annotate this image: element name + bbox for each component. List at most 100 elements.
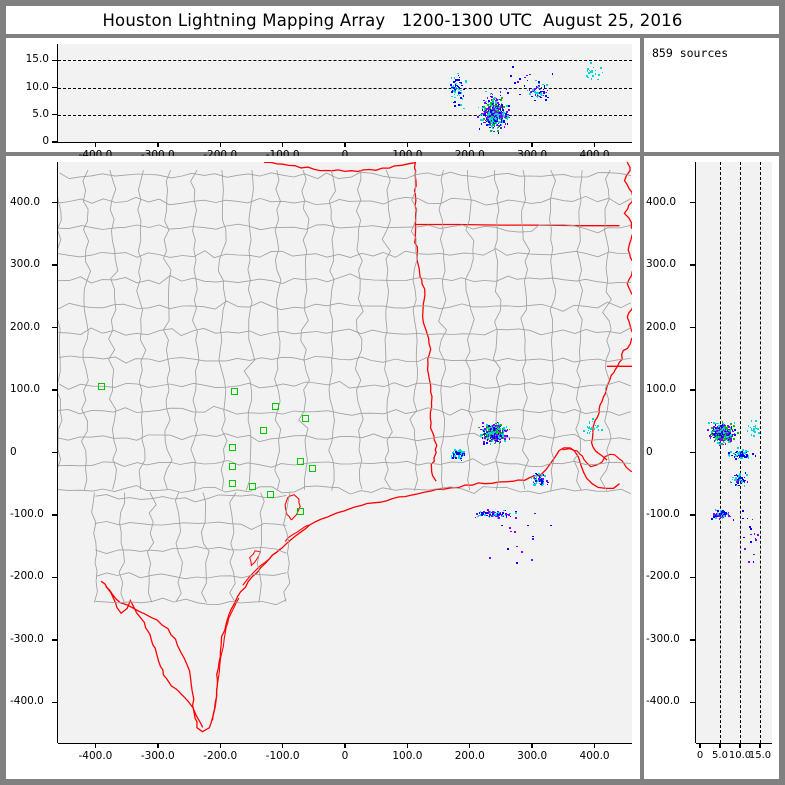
county-border-h — [58, 327, 632, 337]
lmа-source — [458, 79, 460, 81]
lma-source — [484, 429, 487, 431]
lmа-source — [494, 103, 497, 106]
lma-station-marker — [98, 383, 106, 391]
lmа-source — [494, 112, 496, 114]
lmа-source — [457, 85, 460, 88]
lma-source — [719, 514, 721, 517]
source-count-panel: 859 sources — [644, 38, 779, 152]
lma-station-marker — [228, 480, 236, 488]
lma-source — [459, 458, 462, 461]
lma-source — [726, 427, 729, 429]
county-border-v — [136, 169, 147, 490]
lma-source — [492, 424, 495, 426]
lmа-source — [497, 126, 500, 128]
lma-source — [716, 515, 719, 517]
y-tick-label: 200.0 — [646, 320, 677, 333]
lmа-source — [485, 108, 488, 110]
y-tick — [52, 326, 58, 329]
y-tick-label: 10.0 — [25, 80, 49, 93]
lma-source — [725, 428, 728, 430]
lmа-source — [488, 123, 490, 126]
lmа-source — [543, 86, 546, 88]
lma-source — [721, 434, 724, 437]
lma-source — [493, 425, 495, 428]
lma-source — [712, 428, 715, 430]
lmа-source — [484, 119, 487, 122]
lma-source — [497, 431, 499, 433]
x-tick — [281, 142, 284, 147]
lmа-source — [499, 111, 501, 114]
lmа-source — [497, 116, 500, 119]
lma-source — [505, 516, 508, 519]
county-border-h — [58, 405, 631, 416]
lma-source — [539, 475, 542, 478]
lmа-source — [460, 89, 463, 92]
lma-source — [455, 453, 458, 456]
lma-source — [741, 451, 743, 453]
lmа-source — [534, 99, 536, 102]
lma-station-marker — [231, 388, 239, 396]
lmа-source — [483, 117, 485, 120]
lma-source — [460, 452, 462, 455]
lmа-source — [528, 88, 531, 91]
lma-source — [720, 427, 723, 430]
lmа-source — [458, 87, 461, 89]
lma-source — [533, 478, 536, 481]
lmа-source — [508, 105, 510, 107]
lma-source — [490, 436, 493, 439]
county-border-v — [465, 170, 475, 491]
county-border-h — [58, 195, 632, 206]
lma-source — [739, 475, 742, 478]
lma-source — [721, 423, 724, 426]
lma-source — [744, 472, 747, 475]
lmа-source — [489, 114, 492, 117]
lma-source — [754, 424, 757, 427]
lmа-source — [501, 116, 503, 118]
lma-source — [756, 533, 759, 536]
lma-source — [459, 450, 461, 453]
lmа-source — [487, 103, 489, 106]
lmа-source — [502, 113, 504, 116]
lma-source — [496, 437, 499, 440]
lma-source — [508, 513, 511, 515]
lmа-source — [458, 104, 460, 106]
lma-source — [752, 427, 755, 430]
lma-source — [516, 562, 518, 564]
lma-source — [510, 530, 512, 533]
lma-source — [725, 438, 727, 441]
lma-source — [489, 427, 491, 429]
lma-source — [456, 450, 459, 453]
lmа-source — [505, 105, 508, 107]
lma-source — [737, 474, 740, 477]
lma-source — [486, 442, 489, 444]
lma-source — [754, 455, 757, 457]
y-tick-label: -100.0 — [10, 507, 44, 520]
lma-source — [508, 428, 511, 431]
lmа-source — [493, 114, 496, 116]
lma-source — [480, 434, 482, 436]
lma-source — [496, 517, 499, 519]
lma-source — [735, 474, 737, 477]
lmа-source — [491, 99, 494, 101]
lmа-source — [455, 84, 458, 87]
lmа-source — [531, 90, 534, 93]
lma-source — [720, 511, 723, 513]
lmа-source — [493, 125, 496, 127]
lmа-source — [496, 124, 498, 126]
lma-source — [739, 452, 742, 454]
lma-source — [710, 435, 713, 438]
lmа-source — [526, 74, 528, 77]
lma-source — [711, 427, 713, 429]
lma-source — [736, 451, 738, 453]
lma-source — [460, 455, 463, 457]
lmа-source — [486, 108, 489, 110]
lmа-source — [498, 107, 500, 110]
lmа-source — [499, 98, 501, 101]
lmа-source — [484, 121, 486, 124]
lma-source — [737, 478, 740, 480]
lma-source — [492, 433, 495, 435]
lma-source — [746, 480, 749, 483]
lmа-source — [453, 101, 455, 104]
lma-source — [728, 433, 730, 436]
lma-source — [721, 443, 723, 445]
